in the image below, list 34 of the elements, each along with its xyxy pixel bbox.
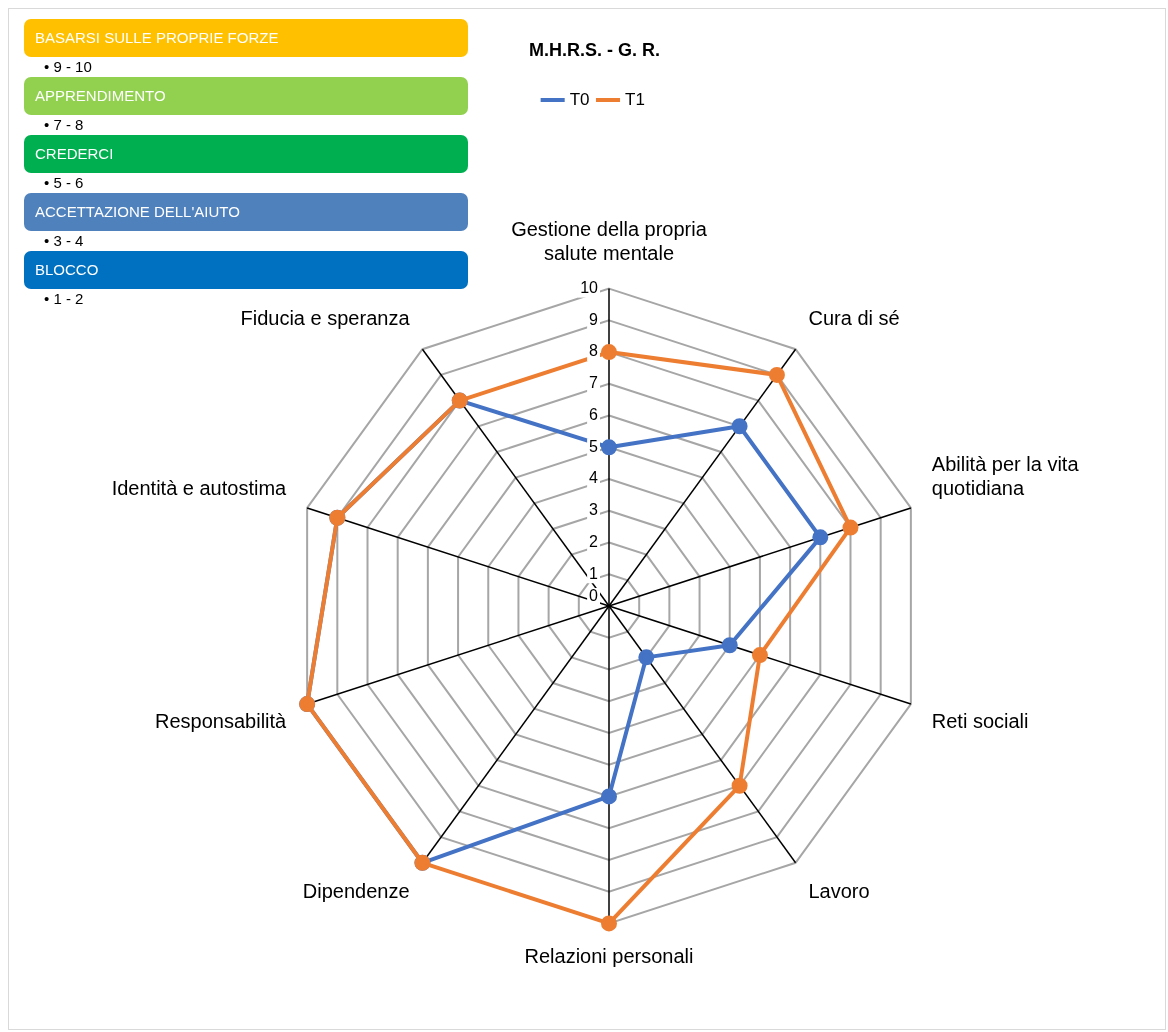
text: CREDERCI [24,135,468,173]
spoke-label: Responsabilità [155,710,288,733]
y-tick-label: 4 [589,469,599,487]
y-tick-label: 0 [589,587,599,605]
text: BASARSI SULLE PROPRIE FORZE [24,19,468,57]
y-tick-label: 7 [589,374,599,392]
y-tick-label: 5 [589,437,599,455]
chart-title: M.H.R.S. - G. R. [528,39,661,60]
y-tick-label: 2 [589,532,599,550]
text: • 1 - 2 [44,290,84,307]
text: ACCETTAZIONE DELL'AIUTO [24,193,468,231]
legend-label: T1 [625,89,645,109]
spoke-label: Relazioni personali [524,944,694,967]
text: APPRENDIMENTO [24,77,468,115]
y-tick-label: 1 [589,564,599,582]
text: • 7 - 8 [43,115,85,135]
spoke-label: Dipendenze [302,880,410,903]
text: BLOCCO [24,251,468,289]
spoke-label: Identità e autostima [111,476,288,499]
y-tick-label: 9 [589,310,599,328]
spoke-label: Gestione della propria salute mentale [511,218,708,265]
legend-label: T0 [569,89,590,109]
spoke-label: Abilità per la vita quotidiana [931,452,1080,499]
y-tick-label: 3 [589,501,599,519]
y-tick-label: 6 [589,405,599,423]
y-tick-label: 10 [580,279,599,297]
y-tick-label: 8 [589,342,599,360]
spoke-label: Cura di sé [808,306,900,329]
spoke-label: Lavoro [808,880,870,903]
spoke-label: Fiducia e speranza [240,306,411,329]
text: • 5 - 6 [43,173,85,193]
text: • 9 - 10 [43,57,93,77]
spoke-label: Reti sociali [931,710,1029,733]
text: • 3 - 4 [43,231,85,251]
